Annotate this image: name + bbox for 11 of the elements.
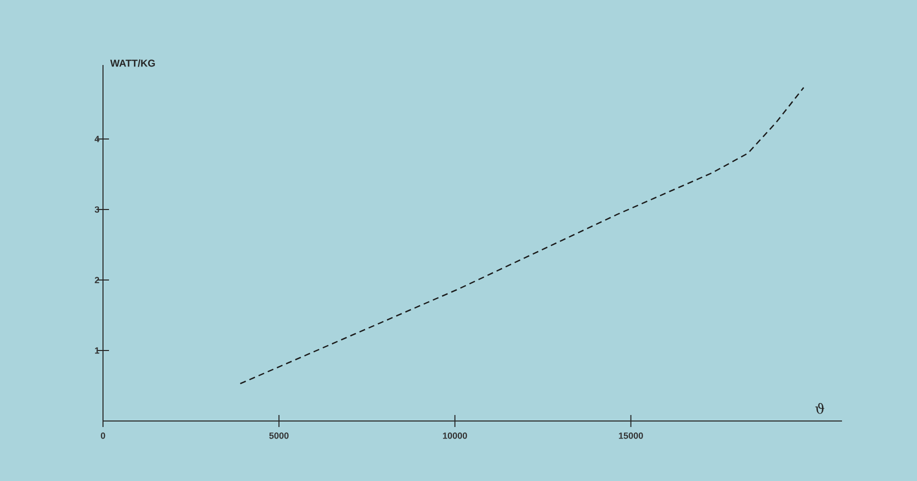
y-tick-label: 2 [94, 276, 100, 284]
y-tick-label: 3 [94, 206, 100, 213]
line-series [240, 86, 804, 384]
x-tick-label: 0 [100, 432, 106, 439]
y-tick-label: 4 [94, 136, 100, 142]
y-tick-label: 1 [95, 347, 100, 354]
x-axis-title: ϑ [815, 403, 824, 414]
x-tick-label: 15000 [618, 432, 643, 439]
x-tick-label: 10000 [443, 432, 468, 439]
y-axis-title: WATT/KG [110, 59, 155, 67]
x-tick-label: 5000 [269, 432, 289, 439]
